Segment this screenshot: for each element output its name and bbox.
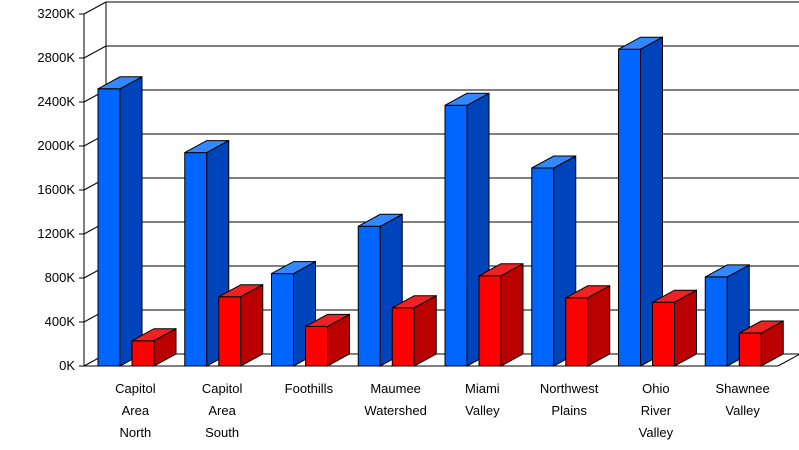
gridline-depth xyxy=(83,45,107,59)
bar-series1-7 xyxy=(618,36,663,367)
y-tick-label: 800K xyxy=(45,270,76,285)
bar-series1-1 xyxy=(97,75,143,367)
y-tick-label: 2400K xyxy=(37,94,75,109)
bar-series2-5-front xyxy=(478,275,502,367)
x-category-label-line: Maumee xyxy=(370,381,421,396)
bar-series2-1 xyxy=(131,327,177,367)
y-tick-label: 2000K xyxy=(37,138,75,153)
x-category-label-line: Area xyxy=(208,403,236,418)
x-category-label-line: South xyxy=(205,425,239,440)
bar-series1-5-front xyxy=(444,104,468,367)
bar-series2-1-top xyxy=(131,328,177,342)
bar-series2-5 xyxy=(478,262,524,367)
bar-series2-2-side xyxy=(240,283,264,367)
x-category-label-line: Northwest xyxy=(540,381,599,396)
x-category-label: Capitol Area South xyxy=(202,381,243,440)
bar-series2-6 xyxy=(565,284,611,367)
bar-series2-3 xyxy=(305,313,350,367)
bar-series2-6-side xyxy=(587,284,611,367)
bar-series1-2-top xyxy=(184,140,229,154)
bar-series2-3-top xyxy=(305,313,350,327)
bar-series1-1-top xyxy=(97,76,143,90)
y-tick-label: 1200K xyxy=(37,226,75,241)
x-category-label-line: Valley xyxy=(639,425,674,440)
bar-series2-4 xyxy=(391,294,437,367)
bar-series1-6-top xyxy=(531,155,576,169)
bar-series1-1-front xyxy=(97,88,121,367)
x-category-label-line: Shawnee xyxy=(716,381,770,396)
bar-series1-3-front xyxy=(271,273,294,367)
bar-series2-7-top xyxy=(652,289,697,303)
x-category-label-line: Capitol xyxy=(202,381,243,396)
x-category-label-line: Valley xyxy=(725,403,760,418)
bar-series2-2 xyxy=(218,283,264,367)
bar-series1-4-front xyxy=(357,225,381,367)
bar-series1-4-top xyxy=(358,213,403,227)
bar-series1-3 xyxy=(271,260,316,367)
x-category-label-line: Miami xyxy=(465,381,500,396)
x-category-label: Northwest Plains xyxy=(540,381,599,418)
y-tick-label: 3200K xyxy=(37,6,75,21)
bar-series1-1-side xyxy=(119,75,143,367)
y-axis-tick-labels: 0K 400K 800K 1200K 1600K 2000K 2400K 2800K 3200K xyxy=(37,6,75,373)
y-tick-label: 400K xyxy=(45,314,76,329)
bar-series1-8-top xyxy=(705,264,750,278)
x-category-label-line: Valley xyxy=(465,403,500,418)
y-tick-label: 2800K xyxy=(37,50,75,65)
bar-series2-6-front xyxy=(565,297,589,367)
bar-series2-5-side xyxy=(500,262,524,367)
x-category-label-line: Area xyxy=(122,403,150,418)
x-category-label-line: Capitol xyxy=(115,381,156,396)
bar-series2-8 xyxy=(738,320,784,367)
x-category-label-line: Foothills xyxy=(285,381,334,396)
bar-series2-3-front xyxy=(305,325,328,367)
x-category-label-line: Watershed xyxy=(364,403,426,418)
bar-series2-2-top xyxy=(218,284,263,298)
bar-series1-6-front xyxy=(531,167,555,367)
bar-series1-8-front xyxy=(704,276,728,367)
x-category-label: Maumee Watershed xyxy=(364,381,426,418)
bar-series2-2-front xyxy=(218,296,242,367)
y-tick-label: 0K xyxy=(59,358,75,373)
x-axis-category-labels: Capitol Area North Capitol Area South Foothill… xyxy=(115,381,770,440)
bar-series2-5-top xyxy=(478,263,524,277)
bar-series2-8-top xyxy=(739,320,784,334)
bar-series2-1-front xyxy=(131,340,155,367)
x-category-label: Ohio River Valley xyxy=(639,381,674,440)
bar-series1-2-front xyxy=(184,152,208,367)
bar-series2-7-front xyxy=(652,301,675,367)
x-category-label-line: Ohio xyxy=(642,381,669,396)
gridline-depth xyxy=(83,1,107,15)
bar-series1-7-top xyxy=(618,36,663,50)
bar-series1-3-top xyxy=(271,261,316,275)
x-category-label-line: River xyxy=(641,403,672,418)
x-category-label: Capitol Area North xyxy=(115,381,156,440)
bar-series2-4-top xyxy=(392,295,437,309)
x-category-label: Foothills xyxy=(285,381,334,396)
bar-series2-7 xyxy=(652,289,697,367)
bar-series1-7-front xyxy=(618,48,641,367)
bar-series2-7-side xyxy=(674,289,697,367)
x-category-label-line: Plains xyxy=(551,403,587,418)
x-category-label: Shawnee Valley xyxy=(716,381,770,418)
bar-series2-4-front xyxy=(391,307,415,367)
bar-series1-5-top xyxy=(444,92,490,106)
bar-series2-6-top xyxy=(565,285,610,299)
y-tick-label: 1600K xyxy=(37,182,75,197)
floor-right-edge xyxy=(777,353,799,367)
chart-bars xyxy=(97,36,784,367)
x-category-label: Miami Valley xyxy=(465,381,500,418)
bar-series2-8-front xyxy=(738,332,762,367)
x-category-label-line: North xyxy=(119,425,151,440)
